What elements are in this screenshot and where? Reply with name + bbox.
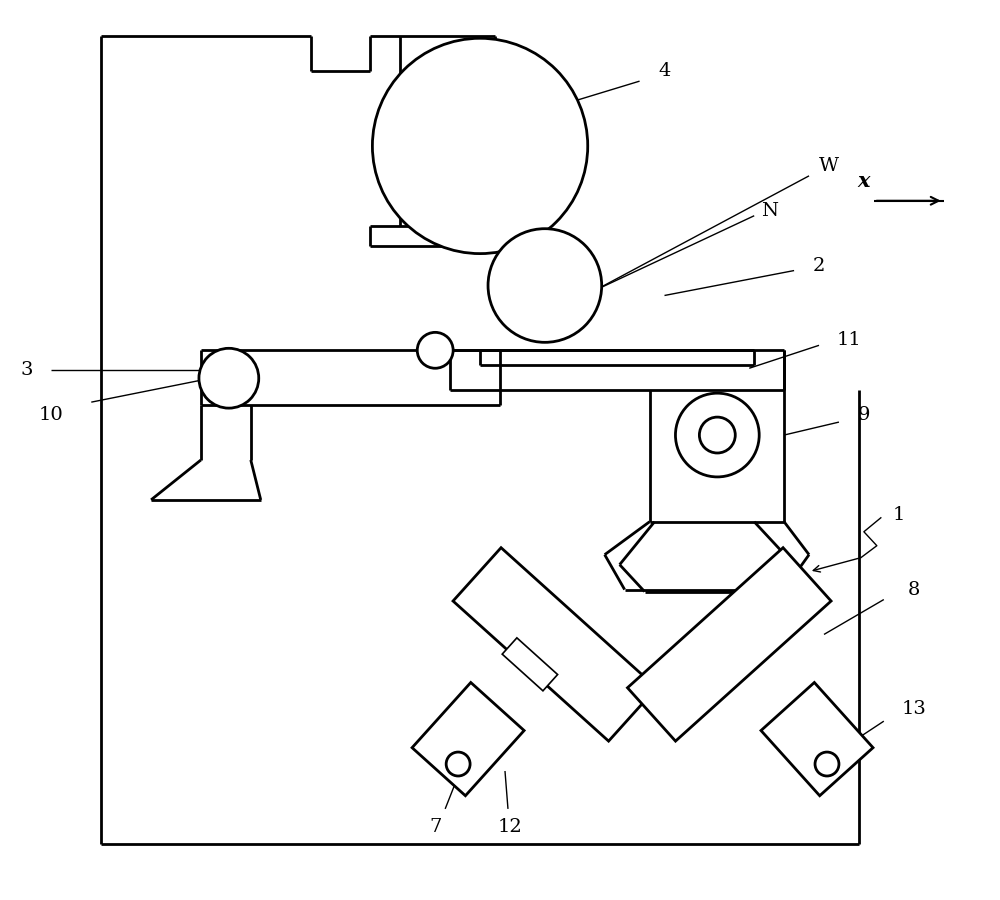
Circle shape bbox=[199, 348, 259, 408]
Text: 7: 7 bbox=[429, 818, 441, 836]
Text: 4: 4 bbox=[658, 62, 671, 80]
Circle shape bbox=[372, 39, 588, 254]
Text: 11: 11 bbox=[837, 331, 861, 349]
Polygon shape bbox=[761, 682, 873, 796]
Text: 3: 3 bbox=[20, 361, 33, 379]
Text: 13: 13 bbox=[901, 700, 926, 718]
Polygon shape bbox=[453, 548, 657, 741]
Polygon shape bbox=[412, 682, 524, 796]
Circle shape bbox=[417, 332, 453, 368]
Text: 9: 9 bbox=[858, 406, 870, 424]
Polygon shape bbox=[502, 638, 558, 691]
Text: 8: 8 bbox=[908, 580, 920, 598]
Circle shape bbox=[675, 393, 759, 477]
Text: W: W bbox=[819, 157, 839, 175]
Polygon shape bbox=[627, 548, 831, 741]
Text: 2: 2 bbox=[813, 256, 825, 274]
Text: x: x bbox=[858, 171, 870, 191]
Circle shape bbox=[446, 752, 470, 776]
Text: N: N bbox=[761, 202, 778, 220]
Circle shape bbox=[815, 752, 839, 776]
Circle shape bbox=[488, 229, 602, 342]
Text: 12: 12 bbox=[498, 818, 522, 836]
Text: 1: 1 bbox=[893, 506, 905, 524]
Text: 10: 10 bbox=[39, 406, 64, 424]
Circle shape bbox=[699, 417, 735, 453]
